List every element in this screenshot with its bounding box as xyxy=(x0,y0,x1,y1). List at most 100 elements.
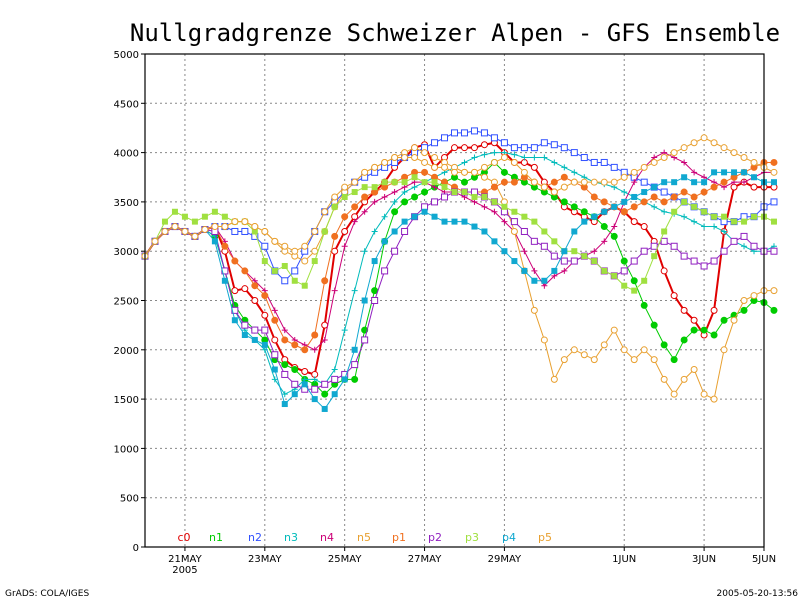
data-point xyxy=(651,203,658,210)
legend-entry: n1 xyxy=(209,531,223,544)
data-point xyxy=(261,311,269,319)
data-point xyxy=(411,193,419,201)
data-point xyxy=(561,164,568,171)
data-point xyxy=(510,158,518,166)
data-point xyxy=(680,144,688,152)
data-point xyxy=(660,154,668,162)
data-point xyxy=(520,227,528,235)
data-point xyxy=(631,179,638,186)
data-point xyxy=(681,198,688,205)
data-point xyxy=(251,297,259,304)
data-point xyxy=(451,168,458,176)
data-point xyxy=(361,184,368,191)
data-point xyxy=(291,267,299,275)
data-point xyxy=(261,326,269,334)
data-point xyxy=(421,188,429,196)
data-point xyxy=(291,247,299,255)
data-point xyxy=(741,169,748,176)
data-point xyxy=(600,223,608,231)
data-point xyxy=(621,198,628,205)
data-point xyxy=(481,203,488,210)
data-point xyxy=(610,232,618,240)
data-point xyxy=(191,232,199,240)
data-point xyxy=(740,154,748,162)
data-point xyxy=(281,242,289,250)
data-point xyxy=(151,237,159,245)
data-point xyxy=(431,179,438,186)
data-point xyxy=(381,267,389,275)
data-point xyxy=(770,158,778,166)
y-tick-label: 3000 xyxy=(114,247,139,258)
data-point xyxy=(571,248,578,255)
data-point xyxy=(551,267,558,274)
footer-left: GrADS: COLA/IGES xyxy=(5,589,89,599)
data-point xyxy=(201,213,208,220)
data-point xyxy=(720,346,728,354)
data-point xyxy=(660,341,668,349)
data-point xyxy=(560,198,568,206)
data-point xyxy=(740,297,748,304)
data-point xyxy=(211,223,219,231)
data-point xyxy=(730,149,738,157)
data-point xyxy=(331,391,338,398)
data-point xyxy=(491,238,498,245)
data-point xyxy=(650,356,658,364)
data-point xyxy=(630,356,638,364)
data-point xyxy=(631,193,638,200)
data-point xyxy=(451,218,458,225)
data-point xyxy=(510,218,518,226)
data-point xyxy=(681,174,688,181)
series-line xyxy=(144,137,775,257)
series-n3 xyxy=(142,149,777,398)
data-point xyxy=(431,198,439,206)
data-point xyxy=(570,178,578,186)
data-point xyxy=(251,336,258,343)
data-point xyxy=(641,189,648,196)
data-point xyxy=(391,247,399,255)
data-point xyxy=(640,301,648,309)
data-point xyxy=(281,370,289,378)
data-point xyxy=(201,226,209,234)
data-point xyxy=(770,287,778,295)
data-point xyxy=(491,208,498,215)
data-point xyxy=(530,163,538,171)
data-point xyxy=(341,227,349,235)
data-point xyxy=(711,223,718,230)
data-point xyxy=(331,366,338,373)
data-point xyxy=(401,154,409,162)
series-line xyxy=(144,176,775,292)
data-point xyxy=(471,193,478,200)
data-point xyxy=(411,174,418,181)
data-point xyxy=(541,277,548,284)
series-n1 xyxy=(141,158,778,398)
data-point xyxy=(690,139,698,147)
data-point xyxy=(710,257,718,265)
data-point xyxy=(661,208,668,215)
data-point xyxy=(341,193,348,200)
data-point xyxy=(770,179,777,186)
data-point xyxy=(460,168,468,176)
data-point xyxy=(321,277,329,285)
data-point xyxy=(231,227,239,235)
data-point xyxy=(620,257,628,265)
data-point xyxy=(381,158,389,166)
data-point xyxy=(381,179,388,186)
data-point xyxy=(670,292,678,300)
data-point xyxy=(531,267,538,274)
data-point xyxy=(591,213,598,220)
data-point xyxy=(540,336,548,344)
data-point xyxy=(751,174,758,181)
data-point xyxy=(541,154,548,161)
data-point xyxy=(511,208,518,215)
data-point xyxy=(721,213,728,220)
data-point xyxy=(451,144,458,152)
data-point xyxy=(281,327,288,334)
data-point xyxy=(640,223,648,231)
data-point xyxy=(351,189,358,196)
data-point xyxy=(271,376,278,383)
x-tick-label: 3JUN xyxy=(692,554,716,565)
data-point xyxy=(750,292,758,300)
data-point xyxy=(441,163,449,171)
data-point xyxy=(261,258,268,265)
